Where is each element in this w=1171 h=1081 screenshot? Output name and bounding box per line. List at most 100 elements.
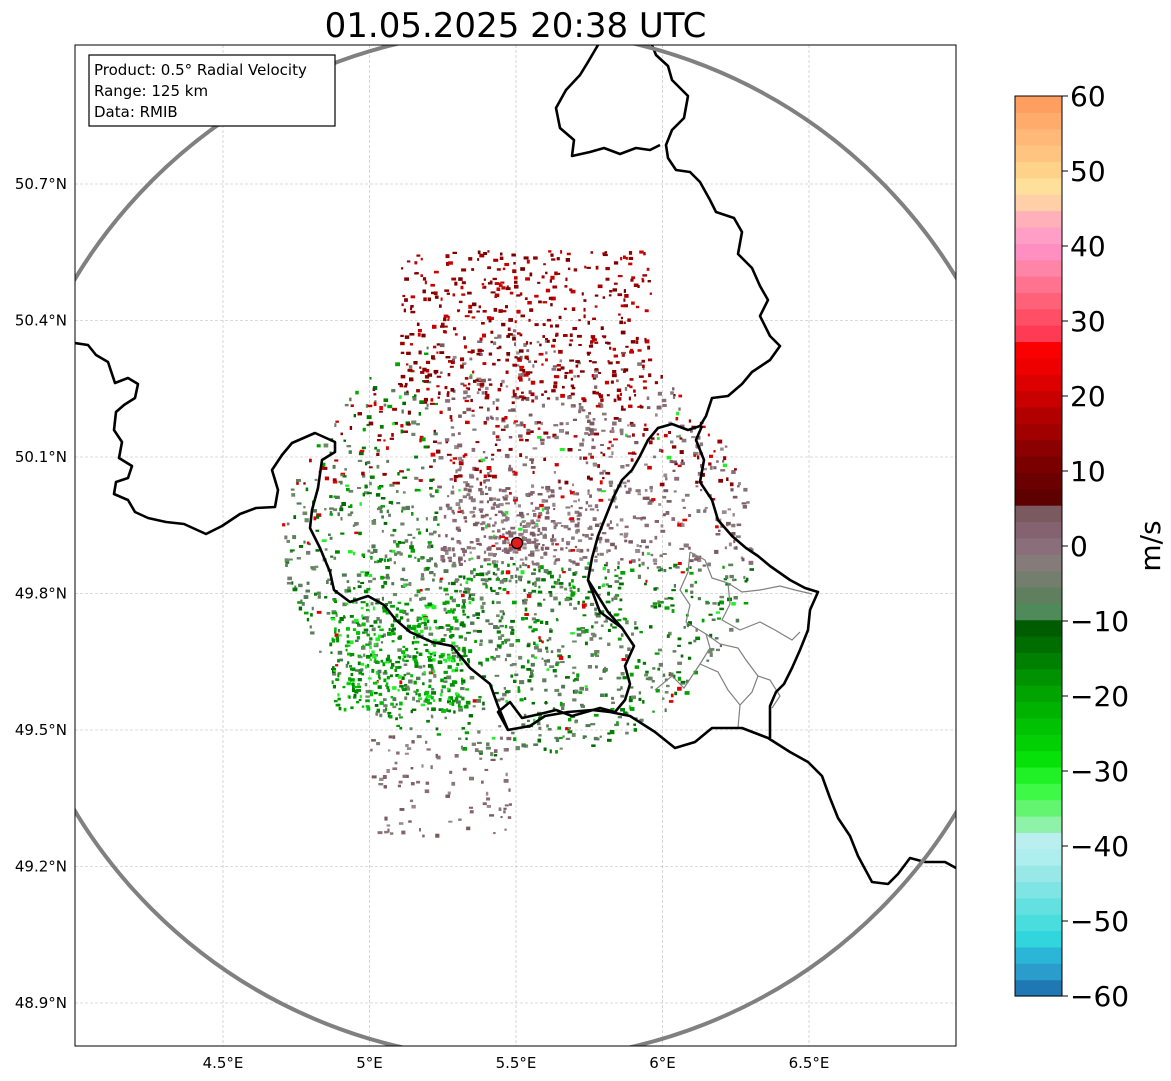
velocity-pixel	[496, 630, 501, 634]
velocity-pixel	[581, 629, 586, 634]
velocity-pixel	[598, 637, 603, 640]
velocity-pixel	[379, 558, 384, 561]
velocity-pixel	[555, 558, 561, 562]
velocity-pixel	[501, 419, 506, 423]
velocity-pixel	[438, 626, 443, 629]
velocity-pixel	[351, 667, 356, 672]
velocity-pixel	[491, 544, 496, 547]
velocity-pixel	[594, 652, 598, 656]
velocity-pixel	[490, 752, 494, 757]
velocity-pixel	[556, 364, 561, 367]
velocity-pixel	[309, 458, 312, 463]
velocity-pixel	[709, 465, 713, 470]
velocity-pixel	[623, 532, 629, 536]
velocity-pixel	[479, 253, 485, 258]
velocity-pixel	[504, 624, 508, 629]
velocity-pixel	[365, 461, 368, 466]
velocity-pixel	[446, 675, 452, 680]
velocity-pixel	[531, 540, 537, 544]
velocity-pixel	[340, 517, 343, 521]
velocity-pixel	[649, 485, 653, 490]
velocity-pixel	[575, 492, 580, 496]
velocity-pixel	[641, 359, 645, 363]
velocity-pixel	[369, 645, 372, 650]
colorbar-band	[1015, 537, 1062, 555]
velocity-pixel	[546, 318, 552, 322]
velocity-pixel	[587, 320, 590, 325]
velocity-pixel	[632, 451, 636, 454]
colorbar-band	[1015, 374, 1062, 392]
velocity-pixel	[350, 667, 353, 671]
velocity-pixel	[389, 674, 393, 678]
velocity-pixel	[488, 639, 493, 644]
velocity-pixel	[362, 644, 365, 648]
velocity-pixel	[423, 297, 427, 302]
velocity-pixel	[493, 563, 498, 568]
velocity-pixel	[705, 602, 710, 605]
velocity-pixel	[520, 314, 525, 318]
velocity-pixel	[710, 648, 715, 651]
velocity-pixel	[463, 481, 468, 484]
velocity-pixel	[481, 527, 485, 531]
velocity-pixel	[616, 676, 622, 680]
velocity-pixel	[618, 582, 624, 586]
velocity-pixel	[538, 636, 541, 640]
velocity-pixel	[454, 627, 460, 631]
velocity-pixel	[496, 449, 502, 452]
velocity-pixel	[541, 393, 544, 396]
velocity-pixel	[455, 693, 460, 698]
velocity-pixel	[505, 502, 510, 505]
velocity-pixel	[496, 547, 502, 551]
velocity-pixel	[375, 598, 380, 602]
velocity-pixel	[534, 421, 539, 425]
velocity-pixel	[361, 446, 366, 450]
velocity-pixel	[477, 741, 482, 744]
velocity-pixel	[485, 524, 488, 529]
velocity-pixel	[608, 361, 613, 365]
velocity-pixel	[484, 578, 489, 583]
colorbar-tick-label: 0	[1070, 530, 1088, 563]
velocity-pixel	[544, 516, 550, 520]
velocity-pixel	[517, 364, 520, 367]
velocity-pixel	[642, 274, 648, 277]
velocity-pixel	[728, 542, 732, 547]
velocity-pixel	[371, 544, 376, 549]
velocity-pixel	[336, 703, 341, 706]
velocity-pixel	[578, 344, 582, 346]
velocity-pixel	[462, 602, 466, 606]
velocity-pixel	[535, 577, 541, 582]
velocity-pixel	[525, 439, 529, 442]
velocity-pixel	[563, 334, 568, 337]
velocity-pixel	[468, 485, 474, 488]
velocity-pixel	[455, 502, 460, 506]
velocity-pixel	[522, 537, 527, 541]
velocity-pixel	[722, 459, 725, 463]
velocity-pixel	[571, 579, 574, 583]
velocity-pixel	[433, 429, 436, 433]
velocity-pixel	[546, 436, 551, 439]
lat-tick-label: 48.9°N	[15, 994, 67, 1012]
velocity-pixel	[618, 313, 621, 316]
velocity-pixel	[521, 398, 525, 402]
velocity-pixel	[314, 478, 318, 481]
velocity-pixel	[464, 637, 467, 641]
velocity-pixel	[399, 552, 403, 556]
velocity-pixel	[531, 572, 536, 575]
velocity-pixel	[321, 466, 325, 470]
velocity-pixel	[446, 653, 451, 656]
velocity-pixel	[697, 455, 700, 460]
velocity-pixel	[520, 665, 525, 669]
velocity-pixel	[452, 561, 456, 566]
velocity-pixel	[406, 468, 410, 471]
velocity-pixel	[443, 314, 449, 318]
velocity-pixel	[332, 666, 335, 669]
velocity-pixel	[403, 579, 408, 582]
velocity-pixel	[512, 563, 516, 566]
velocity-pixel	[437, 755, 441, 759]
velocity-pixel	[357, 678, 362, 682]
velocity-pixel	[433, 369, 439, 374]
velocity-pixel	[324, 548, 328, 551]
velocity-pixel	[472, 506, 477, 510]
velocity-pixel	[514, 276, 518, 280]
velocity-pixel	[631, 276, 636, 280]
